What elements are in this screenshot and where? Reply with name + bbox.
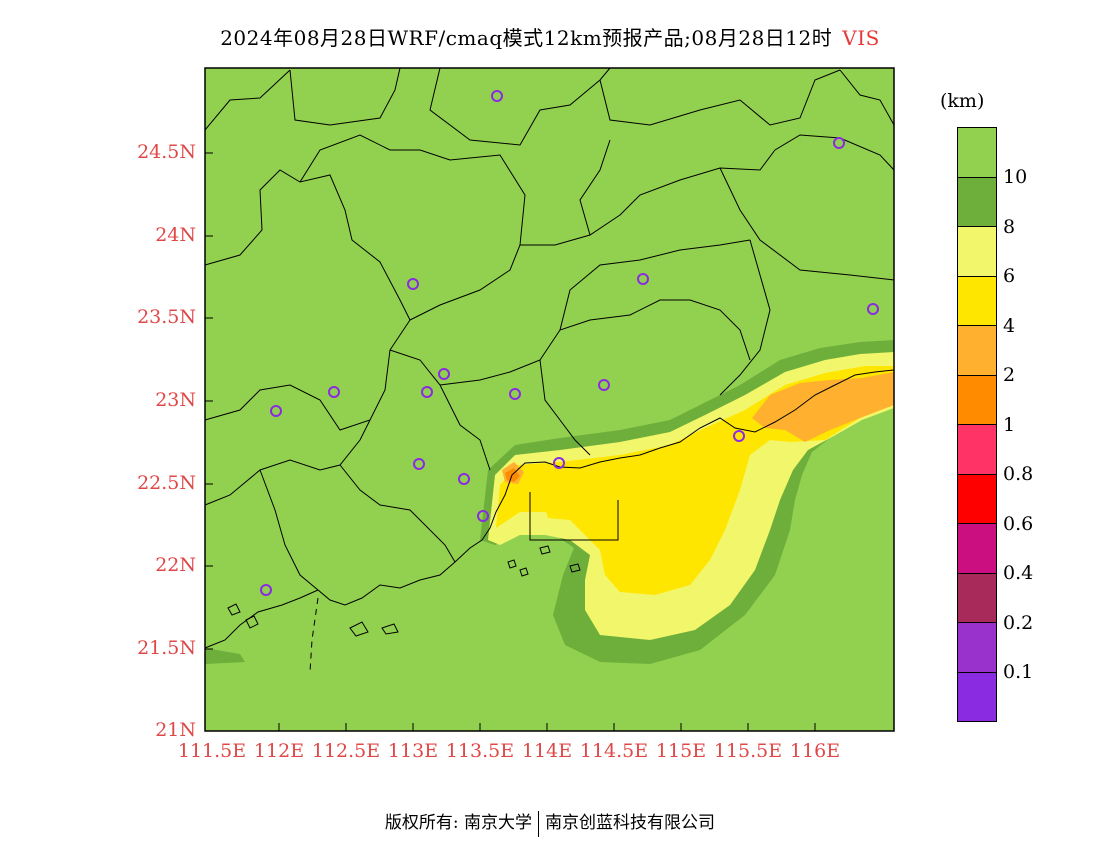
legend-label: 4 (1003, 315, 1016, 337)
x-tick-label: 114E (521, 740, 573, 762)
copyright-footer: 版权所有: 南京大学 南京创蓝科技有限公司 (0, 808, 1100, 837)
y-tick-label: 24.5N (137, 141, 196, 163)
legend-swatch (958, 374, 996, 424)
station-marker (438, 368, 450, 380)
legend-swatch (958, 128, 996, 177)
legend-label: 0.2 (1003, 612, 1034, 634)
station-marker (477, 510, 489, 522)
title-text: 2024年08月28日WRF/cmaq模式12km预报产品;08月28日12时 (220, 26, 833, 50)
legend-label: 1 (1003, 414, 1016, 436)
copyright-company: 南京创蓝科技有限公司 (545, 813, 716, 833)
station-marker (553, 457, 565, 469)
title-variable: VIS (842, 26, 880, 50)
legend-swatch (958, 671, 996, 721)
footer-divider (538, 810, 540, 837)
y-tick-label: 22N (155, 554, 196, 576)
hk-sar-boundary (529, 492, 619, 541)
legend-label: 0.6 (1003, 513, 1034, 535)
x-tick-label: 113E (387, 740, 439, 762)
legend-label: 8 (1003, 216, 1016, 238)
station-marker (413, 458, 425, 470)
station-marker (637, 273, 649, 285)
x-tick-label: 112.5E (311, 740, 381, 762)
legend-swatch (958, 325, 996, 375)
station-marker (833, 137, 845, 149)
legend-swatch (958, 176, 996, 226)
station-marker (458, 473, 470, 485)
station-marker (598, 379, 610, 391)
station-markers (260, 90, 879, 596)
color-legend (957, 127, 997, 722)
y-tick-label: 23.5N (137, 306, 196, 328)
y-tick-label: 24N (155, 224, 196, 246)
legend-swatch (958, 473, 996, 523)
station-marker (509, 388, 521, 400)
legend-label: 2 (1003, 364, 1016, 386)
station-marker (733, 430, 745, 442)
legend-swatch (958, 622, 996, 672)
prefecture-boundaries (204, 134, 895, 591)
legend-swatch (958, 523, 996, 573)
x-tick-label: 111.5E (177, 740, 247, 762)
plot-frame (204, 67, 895, 732)
visibility-contours (205, 340, 894, 664)
station-marker (260, 584, 272, 596)
station-marker (867, 303, 879, 315)
x-tick-label: 115.5E (713, 740, 783, 762)
station-marker (491, 90, 503, 102)
map-title: 2024年08月28日WRF/cmaq模式12km预报产品;08月28日12时 V… (0, 22, 1100, 51)
legend-swatch (958, 572, 996, 622)
legend-swatch (958, 424, 996, 474)
legend-label: 10 (1003, 166, 1028, 188)
y-tick-label: 21N (155, 719, 196, 741)
coastline (204, 369, 895, 649)
y-tick-label: 22.5N (137, 472, 196, 494)
station-marker (421, 386, 433, 398)
province-boundary-north (204, 67, 895, 146)
legend-label: 0.1 (1003, 661, 1034, 683)
station-marker (328, 386, 340, 398)
legend-label: 0.4 (1003, 562, 1034, 584)
x-tick-label: 115E (655, 740, 707, 762)
legend-swatch (958, 226, 996, 276)
contour-band-2 (752, 372, 894, 442)
legend-label: 0.8 (1003, 463, 1034, 485)
station-marker (270, 405, 282, 417)
administrative-boundaries (204, 67, 895, 673)
y-tick-label: 21.5N (137, 637, 196, 659)
copyright-owner: 版权所有: 南京大学 (384, 813, 533, 833)
x-tick-label: 113.5E (445, 740, 515, 762)
axis-ticks (205, 152, 816, 731)
station-marker (407, 278, 419, 290)
y-tick-label: 23N (155, 389, 196, 411)
x-tick-label: 116E (789, 740, 841, 762)
islands (227, 545, 581, 637)
sea-boundary-dashed (309, 597, 319, 673)
x-tick-label: 112E (253, 740, 305, 762)
x-tick-label: 114.5E (579, 740, 649, 762)
legend-label: 6 (1003, 265, 1016, 287)
contour-band-4b (540, 492, 575, 520)
legend-unit: (km) (940, 90, 985, 112)
legend-swatch (958, 275, 996, 325)
